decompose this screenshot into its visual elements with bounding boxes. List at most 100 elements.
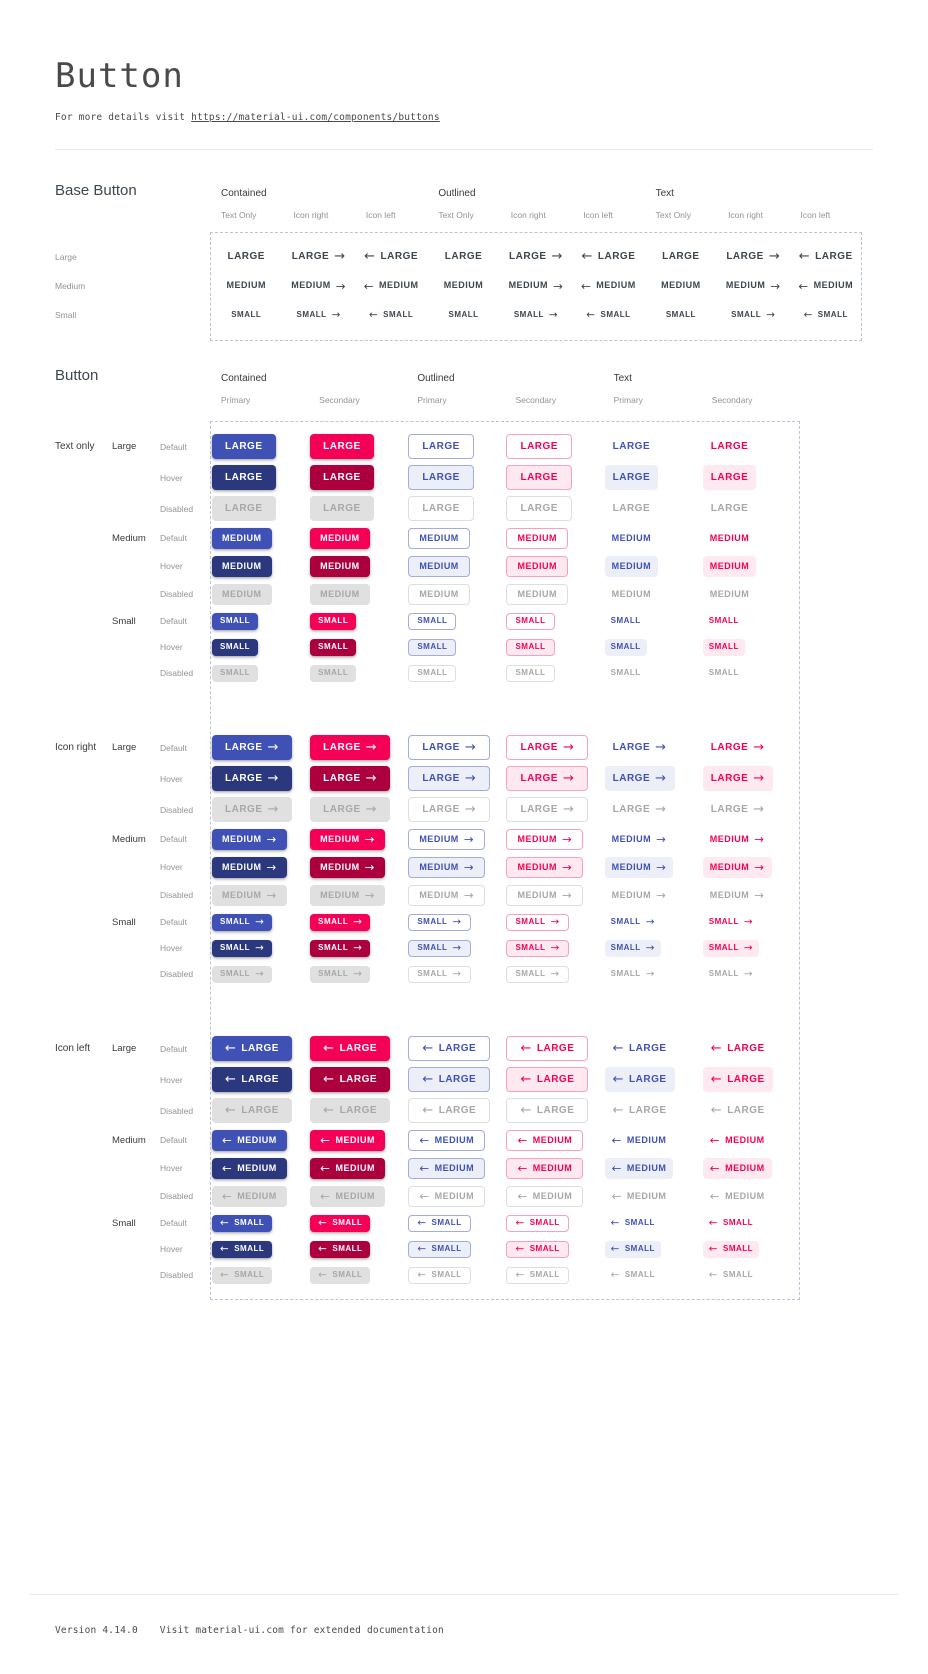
- button-text-primary-text-only-medium-disabled[interactable]: MEDIUM: [605, 584, 659, 605]
- button-outlined-primary-text-only-large-disabled[interactable]: LARGE: [408, 496, 474, 521]
- button-outlined-secondary-icon-left-medium-default[interactable]: ← MEDIUM: [506, 1129, 584, 1151]
- base-button-contained-text-only-large[interactable]: LARGE: [221, 244, 271, 269]
- button-contained-secondary-icon-left-large-hover[interactable]: ← LARGE: [310, 1067, 391, 1092]
- base-button-contained-text-only-medium[interactable]: MEDIUM: [220, 275, 272, 296]
- button-text-secondary-text-only-large-default[interactable]: LARGE: [703, 434, 757, 459]
- base-button-text-icon-left-large[interactable]: ← LARGE: [793, 244, 859, 269]
- button-outlined-primary-icon-right-small-hover[interactable]: SMALL →: [408, 939, 471, 957]
- button-text-primary-text-only-large-hover[interactable]: LARGE: [604, 465, 659, 490]
- base-button-outlined-icon-right-medium[interactable]: MEDIUM →: [503, 275, 570, 296]
- button-outlined-secondary-icon-right-medium-hover[interactable]: MEDIUM →: [506, 856, 584, 878]
- button-text-secondary-icon-left-medium-disabled[interactable]: ← MEDIUM: [703, 1186, 772, 1207]
- button-outlined-secondary-text-only-small-disabled[interactable]: SMALL: [506, 664, 555, 682]
- button-text-primary-icon-left-small-default[interactable]: ← SMALL: [605, 1215, 661, 1232]
- button-text-primary-icon-right-large-disabled[interactable]: LARGE →: [605, 797, 675, 822]
- button-contained-secondary-icon-left-medium-disabled[interactable]: ← MEDIUM: [310, 1185, 385, 1207]
- button-text-primary-icon-left-medium-default[interactable]: ← MEDIUM: [605, 1130, 674, 1151]
- button-outlined-secondary-icon-right-medium-disabled[interactable]: MEDIUM →: [506, 884, 584, 906]
- button-contained-secondary-icon-right-large-default[interactable]: LARGE →: [310, 735, 391, 760]
- button-outlined-primary-icon-right-large-disabled[interactable]: LARGE →: [408, 797, 491, 822]
- button-text-primary-text-only-medium-hover[interactable]: MEDIUM: [604, 555, 659, 577]
- button-contained-primary-text-only-large-default[interactable]: LARGE: [212, 434, 276, 459]
- button-text-secondary-icon-right-medium-hover[interactable]: MEDIUM →: [702, 856, 772, 878]
- button-text-secondary-icon-left-large-default[interactable]: ← LARGE: [703, 1036, 773, 1061]
- base-button-text-icon-left-medium[interactable]: ← MEDIUM: [792, 275, 859, 296]
- button-text-secondary-icon-left-small-hover[interactable]: ← SMALL: [702, 1240, 760, 1258]
- button-contained-secondary-icon-right-medium-hover[interactable]: MEDIUM →: [310, 856, 385, 878]
- button-text-primary-icon-left-large-disabled[interactable]: ← LARGE: [605, 1098, 675, 1123]
- button-text-secondary-icon-left-large-hover[interactable]: ← LARGE: [702, 1067, 773, 1092]
- button-text-secondary-icon-left-large-disabled[interactable]: ← LARGE: [703, 1098, 773, 1123]
- button-outlined-secondary-icon-left-large-hover[interactable]: ← LARGE: [506, 1067, 589, 1092]
- button-outlined-primary-icon-left-small-default[interactable]: ← SMALL: [408, 1214, 471, 1232]
- button-text-secondary-text-only-medium-default[interactable]: MEDIUM: [703, 528, 757, 549]
- button-outlined-primary-icon-left-medium-hover[interactable]: ← MEDIUM: [408, 1157, 486, 1179]
- button-text-secondary-icon-right-medium-disabled[interactable]: MEDIUM →: [703, 885, 772, 906]
- button-outlined-secondary-icon-right-large-hover[interactable]: LARGE →: [506, 766, 589, 791]
- button-contained-secondary-icon-left-large-default[interactable]: ← LARGE: [310, 1036, 391, 1061]
- base-button-outlined-text-only-large[interactable]: LARGE: [439, 244, 489, 269]
- button-outlined-primary-icon-left-large-disabled[interactable]: ← LARGE: [408, 1098, 491, 1123]
- base-button-outlined-text-only-small[interactable]: SMALL: [443, 306, 485, 323]
- base-button-outlined-text-only-medium[interactable]: MEDIUM: [438, 275, 490, 296]
- base-button-contained-icon-right-small[interactable]: SMALL →: [291, 306, 347, 323]
- button-text-secondary-icon-right-small-disabled[interactable]: SMALL →: [703, 966, 759, 983]
- button-text-primary-text-only-large-disabled[interactable]: LARGE: [605, 496, 659, 521]
- button-text-secondary-text-only-small-default[interactable]: SMALL: [703, 613, 745, 630]
- button-text-secondary-icon-right-small-hover[interactable]: SMALL →: [702, 939, 760, 957]
- docs-link[interactable]: https://material-ui.com/components/butto…: [191, 112, 440, 123]
- button-contained-secondary-icon-right-large-hover[interactable]: LARGE →: [310, 766, 391, 791]
- button-text-primary-icon-left-small-hover[interactable]: ← SMALL: [604, 1240, 661, 1258]
- button-contained-primary-icon-left-small-disabled[interactable]: ← SMALL: [212, 1266, 273, 1284]
- button-text-secondary-icon-left-small-disabled[interactable]: ← SMALL: [703, 1267, 759, 1284]
- button-contained-primary-icon-left-large-disabled[interactable]: ← LARGE: [212, 1098, 292, 1123]
- button-outlined-secondary-icon-left-large-disabled[interactable]: ← LARGE: [506, 1098, 589, 1123]
- button-contained-primary-icon-right-small-default[interactable]: SMALL →: [212, 913, 273, 931]
- button-text-primary-text-only-small-hover[interactable]: SMALL: [604, 638, 647, 656]
- button-text-secondary-text-only-small-disabled[interactable]: SMALL: [703, 665, 745, 682]
- button-text-secondary-icon-left-small-default[interactable]: ← SMALL: [703, 1215, 759, 1232]
- button-text-primary-text-only-small-disabled[interactable]: SMALL: [605, 665, 647, 682]
- button-contained-primary-icon-right-medium-default[interactable]: MEDIUM →: [212, 828, 287, 850]
- button-contained-primary-text-only-medium-hover[interactable]: MEDIUM: [212, 555, 272, 577]
- button-contained-primary-text-only-large-hover[interactable]: LARGE: [212, 465, 276, 490]
- button-contained-secondary-icon-left-small-default[interactable]: ← SMALL: [310, 1214, 371, 1232]
- base-button-contained-icon-right-large[interactable]: LARGE →: [286, 244, 352, 269]
- base-button-contained-icon-right-medium[interactable]: MEDIUM →: [285, 275, 352, 296]
- button-text-primary-text-only-medium-default[interactable]: MEDIUM: [605, 528, 659, 549]
- button-text-primary-icon-right-small-disabled[interactable]: SMALL →: [605, 966, 661, 983]
- button-outlined-secondary-icon-left-medium-disabled[interactable]: ← MEDIUM: [506, 1185, 584, 1207]
- button-text-secondary-icon-right-large-default[interactable]: LARGE →: [703, 735, 773, 760]
- button-text-primary-icon-left-small-disabled[interactable]: ← SMALL: [605, 1267, 661, 1284]
- button-text-primary-icon-left-large-default[interactable]: ← LARGE: [605, 1036, 675, 1061]
- button-contained-secondary-icon-left-large-disabled[interactable]: ← LARGE: [310, 1098, 391, 1123]
- base-button-outlined-icon-right-large[interactable]: LARGE →: [503, 244, 569, 269]
- button-text-secondary-text-only-small-hover[interactable]: SMALL: [702, 638, 745, 656]
- button-outlined-primary-text-only-small-disabled[interactable]: SMALL: [408, 664, 457, 682]
- button-contained-primary-text-only-large-disabled[interactable]: LARGE: [212, 496, 276, 521]
- button-outlined-primary-text-only-large-default[interactable]: LARGE: [408, 434, 474, 459]
- base-button-outlined-icon-right-small[interactable]: SMALL →: [508, 306, 564, 323]
- button-contained-primary-text-only-small-disabled[interactable]: SMALL: [212, 664, 259, 682]
- button-outlined-primary-icon-right-large-default[interactable]: LARGE →: [408, 735, 491, 760]
- button-contained-primary-text-only-small-default[interactable]: SMALL: [212, 612, 259, 630]
- button-contained-secondary-text-only-medium-default[interactable]: MEDIUM: [310, 527, 370, 549]
- base-button-outlined-icon-left-small[interactable]: ← SMALL: [580, 306, 636, 323]
- button-outlined-primary-icon-left-medium-default[interactable]: ← MEDIUM: [408, 1129, 486, 1151]
- button-contained-secondary-text-only-large-disabled[interactable]: LARGE: [310, 496, 374, 521]
- button-text-secondary-icon-left-medium-default[interactable]: ← MEDIUM: [703, 1130, 772, 1151]
- button-contained-primary-icon-right-small-disabled[interactable]: SMALL →: [212, 965, 273, 983]
- button-contained-secondary-icon-right-small-hover[interactable]: SMALL →: [310, 939, 371, 957]
- button-text-secondary-icon-right-small-default[interactable]: SMALL →: [703, 914, 759, 931]
- button-text-primary-icon-right-medium-default[interactable]: MEDIUM →: [605, 829, 674, 850]
- button-outlined-secondary-icon-left-medium-hover[interactable]: ← MEDIUM: [506, 1157, 584, 1179]
- button-contained-primary-icon-left-medium-disabled[interactable]: ← MEDIUM: [212, 1185, 287, 1207]
- button-outlined-secondary-text-only-small-hover[interactable]: SMALL: [506, 638, 555, 656]
- button-contained-primary-icon-right-large-default[interactable]: LARGE →: [212, 735, 292, 760]
- button-outlined-secondary-icon-left-small-disabled[interactable]: ← SMALL: [506, 1266, 569, 1284]
- button-text-primary-icon-left-medium-disabled[interactable]: ← MEDIUM: [605, 1186, 674, 1207]
- base-button-outlined-icon-left-large[interactable]: ← LARGE: [575, 244, 641, 269]
- button-text-primary-icon-right-large-default[interactable]: LARGE →: [605, 735, 675, 760]
- base-button-text-text-only-small[interactable]: SMALL: [660, 306, 702, 323]
- button-outlined-primary-icon-right-small-disabled[interactable]: SMALL →: [408, 965, 471, 983]
